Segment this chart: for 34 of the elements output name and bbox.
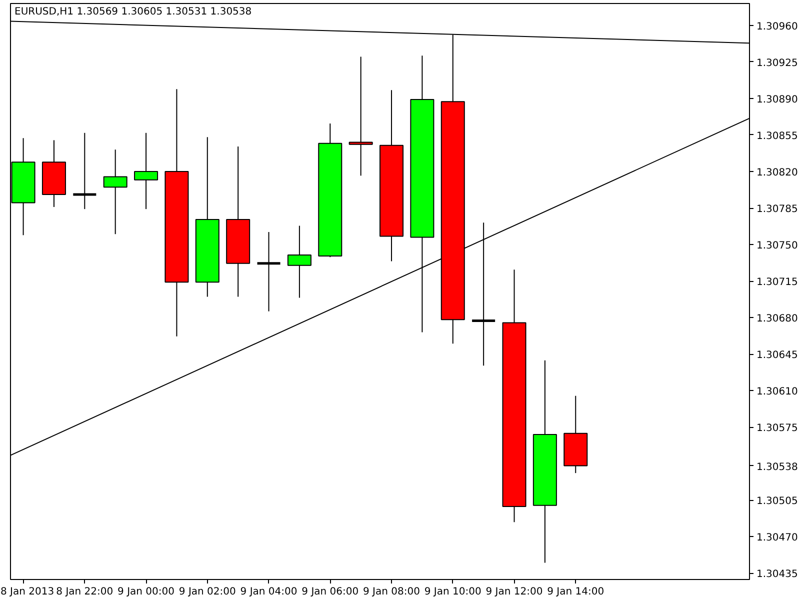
candlestick bbox=[348, 56, 373, 176]
candlestick bbox=[134, 132, 158, 210]
y-tick-label: 1.30785 bbox=[756, 204, 798, 216]
y-tick-label: 1.30855 bbox=[756, 130, 798, 142]
y-tick-label: 1.30890 bbox=[756, 94, 798, 106]
candlestick bbox=[256, 232, 282, 312]
y-tick-label: 1.30680 bbox=[756, 314, 798, 325]
y-tick-label: 1.30750 bbox=[756, 240, 798, 252]
x-tick-label: 9 Jan 08:00 bbox=[363, 586, 420, 598]
candlestick bbox=[103, 149, 128, 235]
y-tick-label: 1.30575 bbox=[756, 423, 798, 434]
x-tick-label: 9 Jan 04:00 bbox=[240, 586, 298, 598]
y-tick-label: 1.30435 bbox=[756, 569, 798, 580]
chart-title: EURUSD,H1 1.30569 1.30605 1.30531 1.30538 bbox=[14, 6, 252, 18]
candlestick bbox=[72, 132, 98, 210]
y-tick-label: 1.30715 bbox=[756, 277, 798, 288]
y-tick-label: 1.30960 bbox=[756, 21, 798, 32]
x-tick-label: 8 Jan 2013 bbox=[0, 586, 54, 598]
x-tick-label: 9 Jan 12:00 bbox=[486, 586, 543, 598]
x-tick-label: 9 Jan 10:00 bbox=[424, 586, 482, 598]
candlestick bbox=[470, 222, 496, 366]
x-tick-label: 9 Jan 02:00 bbox=[178, 586, 236, 598]
y-tick-label: 1.30538 bbox=[756, 462, 798, 473]
y-tick-label: 1.30925 bbox=[756, 58, 798, 69]
y-tick-label: 1.30610 bbox=[756, 386, 798, 398]
candlestick bbox=[287, 225, 312, 298]
x-tick-label: 9 Jan 06:00 bbox=[302, 586, 359, 598]
y-tick-label: 1.30470 bbox=[756, 532, 798, 544]
x-tick-label: 9 Jan 00:00 bbox=[118, 586, 175, 598]
y-tick-label: 1.30505 bbox=[756, 496, 798, 508]
y-tick-label: 1.30645 bbox=[756, 350, 798, 362]
y-tick-label: 1.30820 bbox=[756, 168, 798, 178]
x-tick-label: 9 Jan 14:00 bbox=[547, 586, 604, 598]
x-tick-label: 8 Jan 22:00 bbox=[56, 586, 114, 598]
